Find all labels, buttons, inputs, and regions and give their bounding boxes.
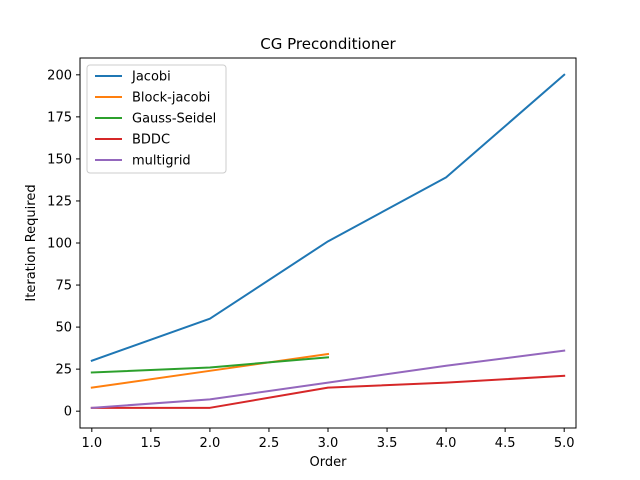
- series-line-bddc: [90, 374, 566, 409]
- x-tick-label: 2.0: [200, 436, 221, 451]
- x-tick-label: 4.5: [495, 436, 516, 451]
- y-axis: 0 25 50 75 100 125 150 175 200: [47, 68, 80, 420]
- y-tick-label: 150: [47, 152, 72, 167]
- y-tick-label: 25: [55, 363, 72, 378]
- y-tick-label: 50: [55, 321, 72, 336]
- legend-box: [86, 64, 227, 174]
- legend: Jacobi Block-jacobi Gauss-Seidel BDDC multig…: [86, 64, 227, 174]
- y-axis-label: Iteration Required: [24, 184, 39, 301]
- legend-label-gauss-seidel: Gauss-Seidel: [132, 112, 216, 127]
- x-axis-label: Order: [310, 455, 348, 470]
- series-layer: [90, 73, 566, 409]
- y-tick-label: 75: [55, 279, 72, 294]
- series-line-block-jacobi: [90, 352, 330, 389]
- y-tick-label: 200: [47, 68, 72, 83]
- x-tick-label: 2.5: [259, 436, 280, 451]
- x-axis: 1.0 1.5 2.0 2.5 3.0 3.5 4.0 4.5 5.0: [81, 428, 575, 451]
- y-tick-label: 175: [47, 110, 72, 125]
- x-tick-label: 5.0: [554, 436, 575, 451]
- y-tick-label: 125: [47, 194, 72, 209]
- chart-title: CG Preconditioner: [260, 35, 396, 53]
- x-tick-label: 4.0: [436, 436, 457, 451]
- y-tick-label: 0: [64, 405, 72, 420]
- legend-label-multigrid: multigrid: [132, 154, 191, 169]
- y-tick-label: 100: [47, 237, 72, 252]
- x-tick-label: 1.5: [141, 436, 162, 451]
- plot-area: 1.0 1.5 2.0 2.5 3.0 3.5 4.0 4.5 5.0 0 25 50 75 100 12…: [47, 57, 577, 451]
- series-line-multigrid: [90, 349, 566, 409]
- series-line-jacobi: [90, 73, 566, 363]
- x-tick-label: 1.0: [81, 436, 102, 451]
- series-line-gauss-seidel: [90, 356, 330, 374]
- legend-label-bddc: BDDC: [132, 133, 170, 148]
- legend-label-jacobi: Jacobi: [131, 70, 171, 85]
- x-tick-label: 3.0: [318, 436, 339, 451]
- legend-label-block-jacobi: Block-jacobi: [132, 91, 210, 106]
- x-tick-label: 3.5: [377, 436, 398, 451]
